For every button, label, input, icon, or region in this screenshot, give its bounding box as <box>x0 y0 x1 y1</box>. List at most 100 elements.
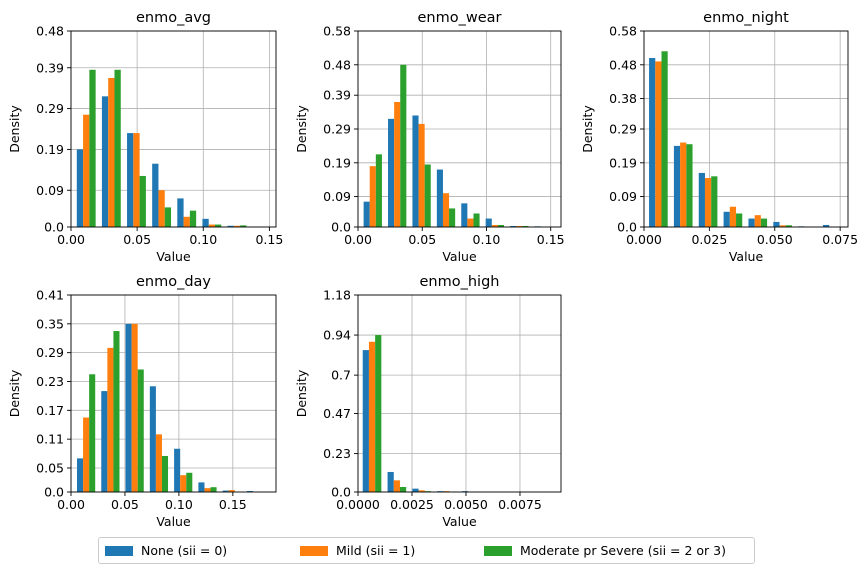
subplot-title: enmo_high <box>420 274 500 290</box>
bar <box>140 176 146 227</box>
bar <box>443 193 449 227</box>
bar <box>202 219 208 227</box>
bar <box>680 143 686 227</box>
legend-label-severe: Moderate pr Severe (sii = 2 or 3) <box>520 543 726 558</box>
y-axis-label: Density <box>294 105 309 153</box>
legend: None (sii = 0) Mild (sii = 1) Moderate p… <box>98 537 755 564</box>
bar <box>198 482 204 492</box>
bar <box>388 119 394 227</box>
bar <box>755 215 761 227</box>
bar <box>77 149 83 227</box>
bar <box>83 418 89 492</box>
bar <box>674 146 680 227</box>
y-tick-label: 0.09 <box>609 189 637 204</box>
axes-frame <box>358 295 561 492</box>
subplot-title: enmo_avg <box>136 10 211 26</box>
x-tick-label: 0.075 <box>822 232 858 247</box>
legend-swatch-mild <box>300 546 328 556</box>
bar <box>486 219 492 227</box>
bar <box>773 222 779 227</box>
bar <box>473 213 479 227</box>
legend-item-mild: Mild (sii = 1) <box>300 543 415 558</box>
y-tick-label: 0.23 <box>323 446 351 461</box>
y-tick-label: 0.0 <box>44 485 64 500</box>
y-tick-label: 0.29 <box>36 345 64 360</box>
x-tick-label: 0.10 <box>473 232 501 247</box>
bar <box>400 487 406 492</box>
bar <box>661 51 667 227</box>
y-tick-label: 0.17 <box>36 403 64 418</box>
y-tick-label: 0.94 <box>323 328 351 343</box>
legend-swatch-none <box>105 546 133 556</box>
bar <box>211 487 217 492</box>
bar <box>89 70 95 227</box>
legend-label-mild: Mild (sii = 1) <box>336 543 415 558</box>
legend-swatch-severe <box>484 546 512 556</box>
y-tick-label: 1.18 <box>323 288 351 303</box>
bar <box>127 133 133 227</box>
y-tick-label: 0.09 <box>36 183 64 198</box>
legend-item-severe: Moderate pr Severe (sii = 2 or 3) <box>484 543 726 558</box>
bar <box>711 176 717 227</box>
bar <box>419 124 425 227</box>
bar <box>388 472 394 492</box>
y-tick-label: 0.29 <box>609 122 637 137</box>
x-tick-label: 0.050 <box>757 232 793 247</box>
x-axis-label: Value <box>156 249 191 264</box>
x-tick-label: 0.15 <box>255 232 283 247</box>
bar <box>102 96 108 227</box>
bar <box>394 480 400 492</box>
bar <box>77 458 83 492</box>
subplot-title: enmo_night <box>703 10 789 26</box>
y-axis-label: Density <box>7 369 22 417</box>
bar <box>101 391 107 492</box>
bar <box>649 58 655 227</box>
y-tick-label: 0.38 <box>609 91 637 106</box>
y-tick-label: 0.48 <box>36 24 64 39</box>
bar <box>369 342 375 492</box>
bar <box>748 219 754 227</box>
bar <box>177 198 183 227</box>
bar <box>686 144 692 227</box>
bar <box>730 207 736 227</box>
bar <box>107 348 113 492</box>
bar <box>190 211 196 227</box>
x-tick-label: 0.05 <box>123 232 151 247</box>
bar <box>376 154 382 227</box>
bar <box>133 133 139 227</box>
y-tick-label: 0.35 <box>36 316 64 331</box>
y-tick-label: 0.0 <box>331 220 351 235</box>
series-0 <box>649 58 829 227</box>
y-tick-label: 0.58 <box>323 24 351 39</box>
bar <box>394 102 400 227</box>
bar <box>114 70 120 227</box>
x-axis-label: Value <box>442 249 477 264</box>
bar <box>412 115 418 227</box>
y-tick-label: 0.0 <box>331 485 351 500</box>
bar <box>724 212 730 227</box>
bar <box>152 164 158 227</box>
x-axis-label: Value <box>729 249 764 264</box>
bar <box>425 164 431 227</box>
legend-label-none: None (sii = 0) <box>141 543 227 558</box>
bar <box>108 78 114 227</box>
y-tick-label: 0.19 <box>36 142 64 157</box>
bar <box>204 488 210 492</box>
y-tick-label: 0.41 <box>36 288 64 303</box>
x-tick-label: 0.0050 <box>444 497 488 512</box>
x-tick-label: 0.0025 <box>390 497 434 512</box>
y-tick-label: 0.29 <box>323 122 351 137</box>
bar <box>364 202 370 227</box>
bar <box>400 65 406 227</box>
y-tick-label: 0.0 <box>617 220 637 235</box>
axes-frame <box>71 31 276 227</box>
y-tick-label: 0.19 <box>609 155 637 170</box>
y-tick-label: 0.09 <box>323 189 351 204</box>
bar <box>126 324 132 492</box>
y-tick-label: 0.7 <box>331 368 351 383</box>
bar <box>150 386 156 492</box>
